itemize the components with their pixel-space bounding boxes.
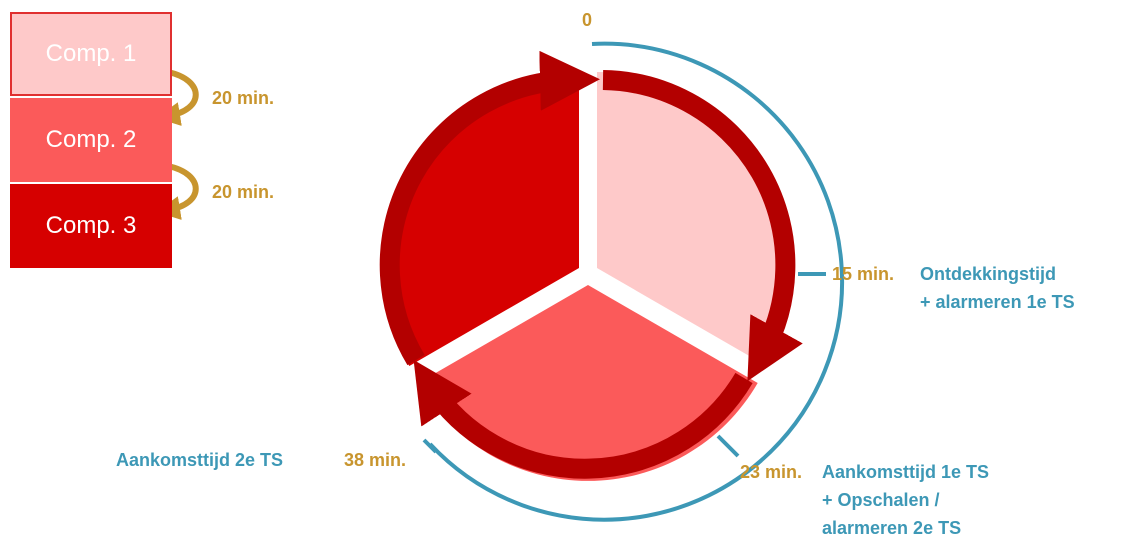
event-23-line-1: Aankomsttijd 1e TS — [822, 462, 990, 482]
event-38: Aankomsttijd 2e TS — [116, 450, 284, 470]
arrow-band-2 — [413, 359, 753, 479]
arrow-band-1 — [602, 70, 803, 382]
curved-arrow-1 — [156, 69, 199, 126]
component-1-box: Comp. 1 — [10, 12, 172, 96]
sector-bottom — [418, 285, 758, 481]
tick-38 — [422, 438, 438, 454]
component-2-box: Comp. 2 — [10, 98, 172, 182]
marker-38: 38 min. — [344, 450, 407, 470]
gap-2-label: 20 min. — [212, 182, 275, 202]
component-2-label: Comp. 2 — [45, 126, 137, 153]
marker-23: 23 min. — [740, 462, 803, 482]
marker-start: 0 — [582, 10, 593, 30]
event-15-line-1: Ontdekkingstijd — [920, 264, 1057, 284]
component-3-box: Comp. 3 — [10, 184, 172, 268]
arrow-band-3 — [379, 50, 600, 366]
curved-arrow-2 — [156, 163, 199, 220]
timeline-arc — [428, 41, 845, 522]
component-1-label: Comp. 1 — [45, 40, 137, 67]
event-15-line-2: + alarmeren 1e TS — [920, 292, 1075, 312]
event-23-line-3: alarmeren 2e TS — [822, 518, 962, 538]
event-23-line-2: + Opschalen / — [822, 490, 940, 510]
gap-1-label: 20 min. — [212, 88, 275, 108]
marker-15: 15 min. — [832, 264, 895, 284]
tick-23 — [716, 434, 740, 458]
component-3-label: Comp. 3 — [45, 212, 137, 239]
